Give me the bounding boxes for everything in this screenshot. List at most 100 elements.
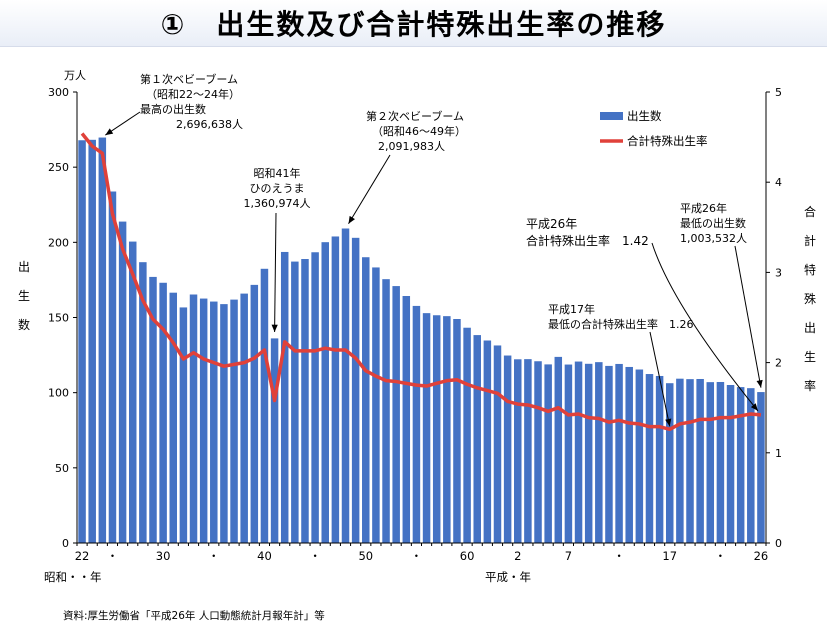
bar	[736, 387, 745, 543]
bar	[443, 316, 451, 543]
arrow-h26-births-head	[756, 379, 763, 388]
bar	[615, 363, 623, 543]
x-tick-label: ・	[208, 549, 220, 563]
bar	[291, 261, 299, 543]
bar	[98, 137, 107, 544]
bar	[534, 361, 542, 543]
bar	[159, 282, 167, 543]
annotation-first-baby-boom: 第１次ベビーブーム （昭和22～24年） 最高の出生数 2,696,638人	[140, 72, 243, 132]
bar	[210, 301, 218, 543]
arrow-h26-births	[734, 245, 762, 388]
annotation-line: 1,360,974人	[243, 197, 311, 210]
annotation-line: 最高の出生数	[140, 103, 206, 116]
x-tick-label: 60	[460, 549, 475, 563]
bar	[554, 356, 563, 543]
bar	[362, 257, 370, 543]
y2-axis-title-char: 率	[803, 379, 816, 393]
arrow-h17-head	[665, 418, 672, 427]
bar	[655, 375, 664, 543]
annotation-line: 平成26年	[526, 217, 578, 231]
bar	[169, 292, 178, 543]
y-axis-title: 出生数	[16, 253, 32, 340]
y-axis-title-char: 数	[17, 318, 30, 332]
title-banner: ① 出生数及び合計特殊出生率の推移	[0, 0, 827, 47]
bar	[463, 327, 471, 543]
y2-axis-title-char: 殊	[803, 292, 816, 306]
y-tick-label: 300	[48, 86, 69, 99]
bar	[260, 268, 269, 543]
bar	[524, 359, 532, 543]
bar	[372, 267, 380, 543]
tfr-line	[80, 132, 762, 432]
x-tick-label: 22	[75, 549, 90, 563]
bar	[453, 319, 461, 543]
bar	[726, 385, 735, 543]
y2-tick-label: 3	[775, 266, 782, 279]
arrow-hinoeuma	[274, 212, 277, 333]
bar	[757, 392, 765, 543]
x-tick-label: 50	[358, 549, 373, 563]
y-axis-title-char: 生	[17, 289, 30, 303]
arrow-h26-tfr	[651, 242, 759, 412]
y2-axis-title-char: 特	[803, 263, 816, 277]
annotation-line: 平成26年	[680, 202, 727, 215]
annotation-second-baby-boom: 第２次ベビーブーム （昭和46～49年） 2,091,983人	[366, 109, 466, 154]
annotation-line: 2,091,983人	[378, 140, 445, 153]
x-tick-label: 26	[754, 549, 769, 563]
page-title: ① 出生数及び合計特殊出生率の推移	[160, 8, 667, 41]
bar	[665, 383, 674, 543]
bar	[564, 364, 573, 543]
annotation-h26-tfr: 平成26年 合計特殊出生率 1.42	[526, 216, 649, 250]
bar	[422, 313, 431, 543]
annotation-line: ひのえうま	[249, 182, 305, 195]
bar	[392, 286, 400, 543]
bar	[747, 388, 755, 543]
annotation-line: 合計特殊出生率 1.42	[526, 234, 649, 248]
arrow-second-boom	[348, 154, 391, 225]
legend-label-births: 出生数	[627, 109, 662, 123]
x-axis-title-showa: 昭和・・年	[44, 570, 102, 584]
annotation-line: 昭和41年	[253, 167, 301, 180]
bar	[179, 307, 188, 543]
bar	[503, 355, 512, 543]
y2-axis-title: 合計特殊出生率	[802, 198, 818, 401]
x-tick-label: 7	[565, 549, 572, 563]
annotation-line: 1,003,532人	[680, 232, 747, 245]
y2-tick-label: 5	[775, 86, 782, 99]
bar	[351, 237, 360, 543]
source-note: 資料:厚生労働省「平成26年 人口動態統計月報年計」等	[63, 610, 325, 622]
y-tick-label: 150	[48, 312, 69, 325]
bar	[402, 296, 411, 543]
x-tick-label: 30	[156, 549, 171, 563]
x-tick-label: 2	[514, 549, 521, 563]
y-tick-label: 0	[62, 537, 69, 550]
y2-axis-title-char: 計	[803, 234, 816, 248]
y-axis-title-char: 出	[17, 260, 30, 274]
bar	[189, 294, 198, 543]
x-tick-label: ・	[411, 549, 423, 563]
bar	[280, 251, 289, 543]
arrow-h26-tfr-head	[750, 403, 758, 411]
y2-axis-title-char: 合	[803, 205, 816, 219]
y-tick-label: 200	[48, 236, 69, 249]
y-axis-unit: 万人	[64, 69, 86, 82]
bar	[473, 335, 481, 543]
bar	[341, 228, 350, 543]
x-axis-title-heisei: 平成・年	[485, 570, 531, 584]
bar	[483, 340, 492, 543]
bar	[625, 366, 633, 543]
x-tick-label: ・	[107, 549, 119, 563]
bar	[88, 139, 96, 543]
bar	[199, 298, 208, 543]
bar	[493, 345, 502, 543]
annotation-line: 第１次ベビーブーム	[140, 73, 239, 86]
bar	[584, 363, 593, 543]
x-tick-label: ・	[309, 549, 321, 563]
bar	[128, 241, 137, 543]
bar	[311, 252, 319, 543]
x-tick-label: 17	[662, 549, 677, 563]
bar	[605, 365, 613, 543]
y2-tick-label: 2	[775, 357, 782, 370]
arrow-hinoeuma-head	[271, 324, 278, 333]
